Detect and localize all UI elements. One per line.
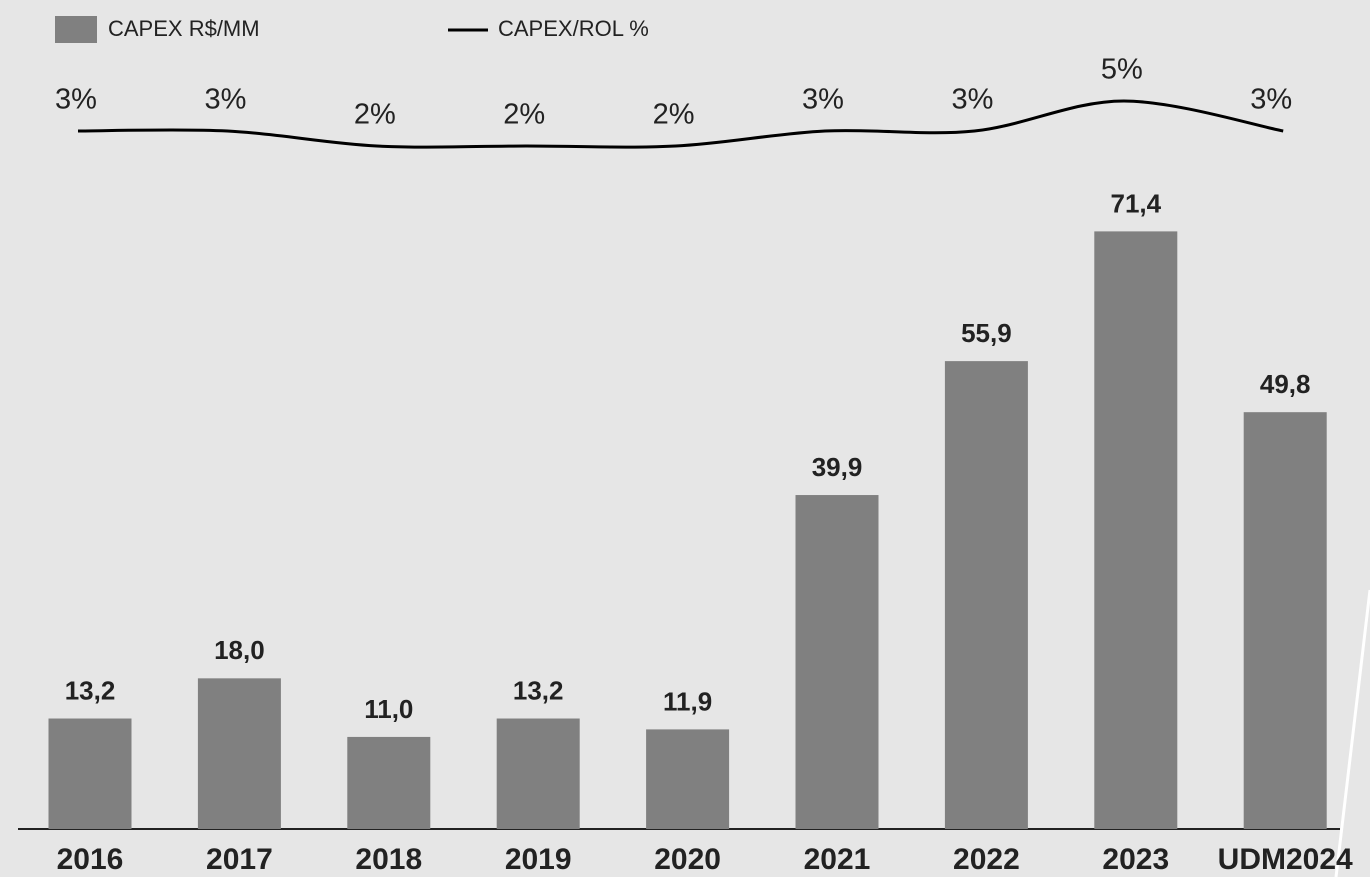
- x-tick-label: 2019: [505, 843, 572, 876]
- legend-label: CAPEX R$/MM: [108, 16, 260, 41]
- decoration: [1334, 589, 1370, 877]
- bar: [795, 495, 879, 829]
- x-tick-label: 2017: [206, 843, 273, 876]
- data-label: 11,0: [364, 694, 413, 724]
- x-tick-label: 2020: [654, 843, 721, 876]
- data-label: 3%: [802, 84, 844, 116]
- data-label: 3%: [55, 84, 97, 116]
- data-label: 18,0: [214, 635, 265, 665]
- bar: [944, 361, 1028, 829]
- data-label: 11,9: [663, 686, 712, 716]
- data-label: 3%: [1250, 84, 1292, 116]
- bar: [496, 718, 580, 829]
- data-label: 13,2: [65, 675, 116, 705]
- x-tick-label: 2021: [804, 843, 871, 876]
- legend-label: CAPEX/ROL %: [498, 16, 649, 41]
- x-tick-label: 2022: [953, 843, 1020, 876]
- data-label: 5%: [1101, 54, 1143, 86]
- data-label: 2%: [354, 99, 396, 131]
- x-tick-label: UDM2024: [1218, 843, 1353, 876]
- data-label: 3%: [204, 84, 246, 116]
- data-label: 49,8: [1260, 369, 1311, 399]
- data-label: 2%: [503, 99, 545, 131]
- line: [77, 99, 1284, 149]
- data-label: 2%: [653, 99, 695, 131]
- data-label: 13,2: [513, 675, 564, 705]
- bar: [1243, 412, 1327, 829]
- x-tick-label: 2016: [57, 843, 124, 876]
- bar: [1094, 231, 1178, 829]
- data-label: 71,4: [1110, 188, 1161, 218]
- legend-swatch: [55, 16, 97, 43]
- x-tick-label: 2018: [355, 843, 422, 876]
- data-label: 55,9: [961, 318, 1012, 348]
- data-label: 3%: [951, 84, 993, 116]
- bar: [48, 718, 132, 829]
- bar: [646, 729, 730, 829]
- bar: [197, 678, 281, 829]
- data-label: 39,9: [812, 452, 863, 482]
- bar: [347, 736, 431, 829]
- x-tick-label: 2023: [1102, 843, 1169, 876]
